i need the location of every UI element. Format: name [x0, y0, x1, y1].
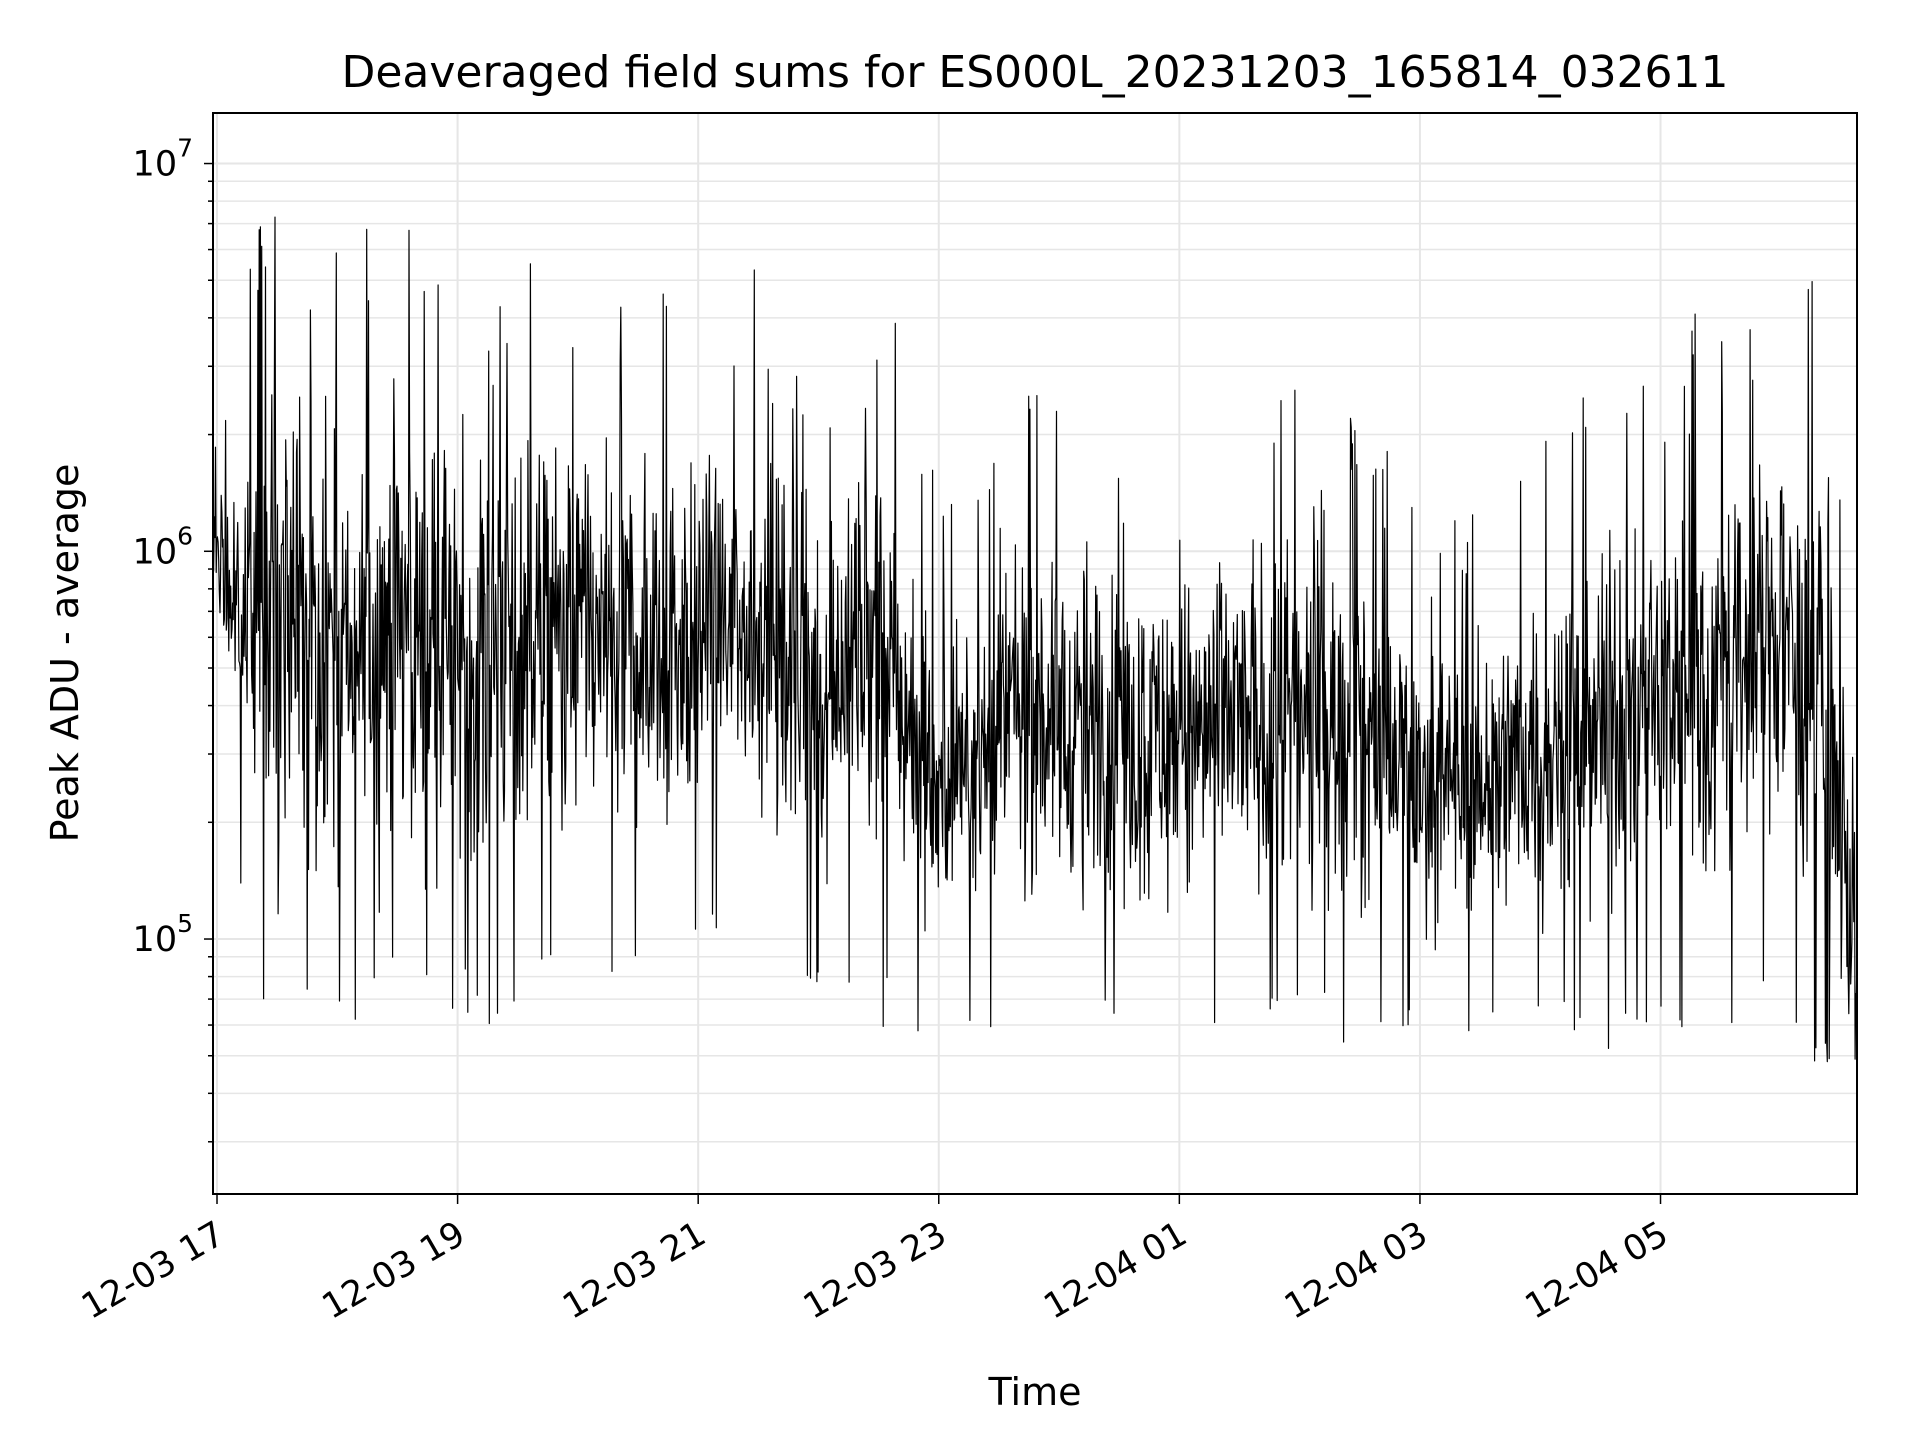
- x-tick-label: 12-03 17: [75, 1214, 231, 1327]
- y-axis-label: Peak ADU - average: [43, 464, 87, 843]
- y-tick-label: 107: [133, 134, 193, 185]
- x-tick-label: 12-03 19: [316, 1214, 472, 1327]
- x-tick-label: 12-03 23: [797, 1214, 953, 1327]
- x-axis: 12-03 17 12-03 19 12-03 21 12-03 23 12-04 01…: [75, 1194, 1675, 1327]
- x-tick-label: 12-04 05: [1519, 1214, 1675, 1327]
- y-tick-label: 105: [133, 909, 193, 960]
- series-path: [212, 216, 1858, 1063]
- x-axis-label: Time: [988, 1370, 1082, 1414]
- x-tick-label: 12-04 01: [1038, 1214, 1194, 1327]
- x-tick-label: 12-04 03: [1278, 1214, 1434, 1327]
- y-tick-label: 106: [133, 521, 193, 572]
- x-tick-label: 12-03 21: [556, 1214, 712, 1327]
- y-axis: 105 106 107: [133, 134, 213, 1143]
- chart-title: Deaveraged field sums for ES000L_2023120…: [341, 47, 1728, 98]
- plot-frame: [212, 112, 1858, 1195]
- series-line: [212, 216, 1858, 1063]
